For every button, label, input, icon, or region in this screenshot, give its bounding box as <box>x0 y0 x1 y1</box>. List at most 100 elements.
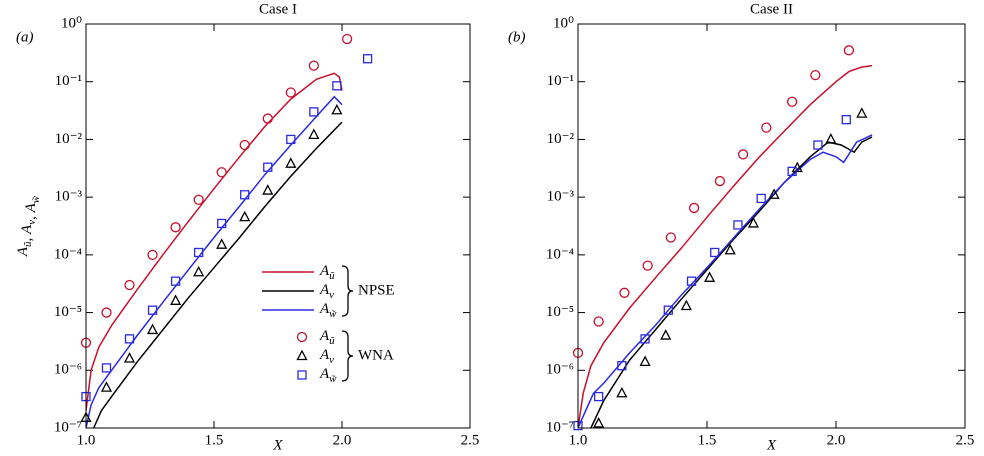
x-axis-label: X <box>272 437 283 453</box>
marker-square <box>733 220 743 230</box>
marker-triangle <box>593 417 605 428</box>
y-tick-label: 10⁰ <box>61 15 82 31</box>
marker-circle <box>216 167 227 178</box>
marker-square <box>147 305 158 315</box>
marker-square <box>309 107 319 117</box>
marker-triangle <box>724 243 736 255</box>
panel-label: (b) <box>508 29 526 45</box>
axes-frame <box>85 23 471 429</box>
marker-circle <box>308 60 319 71</box>
marker-circle <box>619 287 630 298</box>
marker-circle <box>688 202 700 214</box>
series-line <box>578 64 873 428</box>
y-tick-label: 10⁻⁶ <box>546 362 574 378</box>
y-tick-label: 10⁻³ <box>547 189 575 205</box>
marker-triangle <box>262 184 274 195</box>
marker-square <box>617 361 627 371</box>
marker-square <box>193 247 204 258</box>
marker-triangle <box>660 329 672 340</box>
marker-square <box>332 81 342 91</box>
marker-square <box>101 363 112 373</box>
marker-triangle <box>123 352 136 363</box>
marker-square <box>593 391 604 402</box>
y-tick-label: 10⁻⁷ <box>546 419 574 435</box>
marker-square <box>787 166 797 176</box>
y-tick-label: 10⁻⁴ <box>54 246 82 262</box>
marker-triangle <box>680 299 692 311</box>
legend-brace <box>341 265 354 317</box>
legend-label: Aũ <box>319 263 335 281</box>
marker-triangle <box>285 157 297 168</box>
marker-circle <box>262 113 273 124</box>
y-tick-label: 10⁻⁷ <box>54 419 82 435</box>
marker-circle <box>147 249 158 261</box>
marker-triangle <box>825 133 837 144</box>
plot-area <box>578 64 873 428</box>
marker-circle <box>341 33 353 45</box>
panel-label: (a) <box>16 29 34 45</box>
marker-circle <box>714 175 726 187</box>
chart-title: Case I <box>259 1 297 17</box>
y-axis-label: Aũ, Av, Aw̃ <box>15 195 41 257</box>
marker-square <box>710 247 720 258</box>
marker-square <box>756 193 766 204</box>
marker-square <box>170 276 181 286</box>
y-tick-label: 10⁻² <box>55 131 83 147</box>
marker-triangle <box>704 271 716 282</box>
y-tick-label: 10⁻⁴ <box>546 246 574 262</box>
marker-triangle <box>308 128 320 140</box>
marker-square <box>124 334 135 344</box>
x-tick-label: 1.0 <box>77 432 96 448</box>
marker-triangle <box>856 107 868 118</box>
legend-group-label: NPSE <box>358 282 395 298</box>
marker-square <box>813 140 823 150</box>
marker-triangle <box>170 294 182 305</box>
marker-square <box>362 54 373 64</box>
marker-square <box>240 190 250 200</box>
marker-triangle <box>639 355 651 367</box>
chart-title: Case II <box>750 1 793 17</box>
marker-circle <box>239 139 250 151</box>
marker-circle <box>737 149 749 160</box>
marker-circle <box>193 194 204 205</box>
plot-area <box>86 72 343 428</box>
marker-square <box>286 134 296 145</box>
x-tick-label: 1.5 <box>205 432 224 448</box>
marker-circle <box>296 331 308 343</box>
marker-triangle <box>747 217 760 228</box>
marker-triangle <box>296 349 308 361</box>
marker-triangle <box>146 323 159 335</box>
marker-square <box>686 276 697 286</box>
marker-circle <box>124 279 135 291</box>
marker-triangle <box>616 386 628 398</box>
series-line <box>578 134 873 428</box>
marker-square <box>263 162 273 172</box>
legend-brace <box>341 330 354 382</box>
marker-circle <box>786 96 798 107</box>
series-line <box>93 121 343 428</box>
y-tick-label: 10⁻⁵ <box>546 304 574 320</box>
marker-circle <box>642 260 653 271</box>
series-line <box>590 136 873 428</box>
marker-square <box>640 334 650 344</box>
legend-label: Aũ <box>319 328 335 346</box>
y-tick-label: 10⁻⁶ <box>54 362 82 378</box>
x-tick-label: 2.5 <box>461 432 480 448</box>
marker-circle <box>593 316 604 327</box>
y-tick-label: 10⁻¹ <box>547 73 574 89</box>
legend-group-label: WNA <box>358 347 394 363</box>
marker-square <box>297 370 307 380</box>
marker-circle <box>170 222 181 233</box>
legend-label: Aw̃ <box>319 366 337 384</box>
marker-triangle <box>239 210 251 222</box>
x-tick-label: 1.5 <box>698 432 717 448</box>
x-tick-label: 1.0 <box>569 432 588 448</box>
marker-triangle <box>331 103 343 115</box>
axes-frame <box>577 23 966 429</box>
legend-label: Av <box>319 282 334 300</box>
x-axis-label: X <box>766 437 777 453</box>
y-tick-label: 10⁻¹ <box>55 73 82 89</box>
marker-triangle <box>193 265 205 277</box>
marker-triangle <box>216 238 228 249</box>
